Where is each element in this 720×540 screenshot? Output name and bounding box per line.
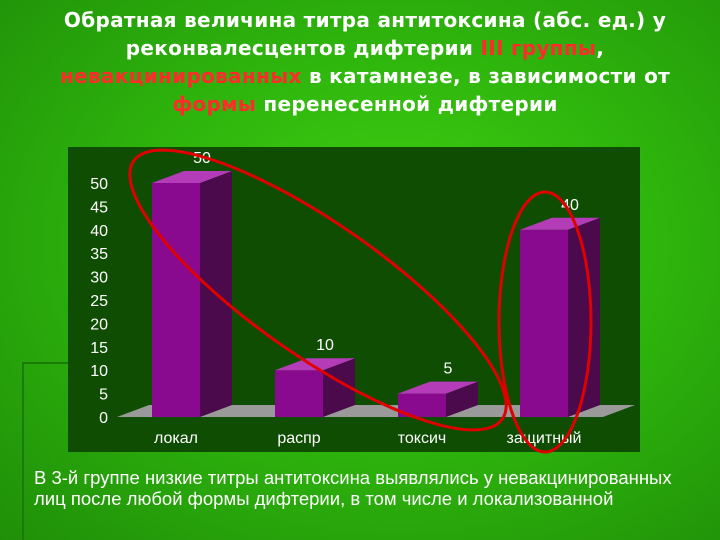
bar-side <box>568 217 600 417</box>
y-tick-label: 15 <box>90 340 108 357</box>
bar <box>275 370 323 417</box>
bar <box>520 229 568 417</box>
title-segment: , <box>596 36 605 60</box>
annotation-ellipse-right <box>497 190 593 454</box>
decorative-vertical-rule-left <box>22 362 24 540</box>
y-tick-label: 30 <box>90 270 108 287</box>
bar-side <box>446 381 478 417</box>
y-tick-label: 25 <box>90 293 108 310</box>
slide-caption: В 3-й группе низкие титры антитоксина вы… <box>34 467 672 509</box>
title-segment: Обратная величина титра антитоксина (абс… <box>63 8 667 60</box>
y-tick-label: 35 <box>90 246 108 263</box>
y-tick-label: 45 <box>90 199 108 216</box>
slide-title: Обратная величина титра антитоксина (абс… <box>40 6 690 118</box>
x-category-label: токсич <box>398 430 447 447</box>
annotation-ellipse-left <box>128 148 508 432</box>
y-tick-label: 0 <box>99 410 108 427</box>
title-segment: в катамнезе, в зависимости от <box>301 64 671 88</box>
bar-side <box>323 358 355 417</box>
title-segment: невакцинированных <box>59 64 302 88</box>
data-label: 40 <box>561 197 579 214</box>
bar-top <box>398 381 478 394</box>
decorative-horizontal-rule <box>22 362 82 364</box>
y-tick-label: 40 <box>90 223 108 240</box>
y-tick-label: 5 <box>99 387 108 404</box>
title-segment: III группы <box>480 36 597 60</box>
y-tick-label: 50 <box>90 176 108 193</box>
data-label: 10 <box>316 337 334 354</box>
title-segment: формы <box>172 92 257 116</box>
bar <box>152 183 200 417</box>
title-segment: перенесенной дифтерии <box>256 92 558 116</box>
bar <box>398 393 446 417</box>
bar-top <box>275 358 355 371</box>
data-label: 5 <box>444 361 453 378</box>
y-tick-label: 10 <box>90 363 108 380</box>
bar-top <box>152 171 232 183</box>
x-category-label: распр <box>277 430 320 447</box>
bar-top <box>520 217 600 230</box>
y-tick-label: 20 <box>90 316 108 333</box>
x-category-label: локал <box>154 430 198 447</box>
